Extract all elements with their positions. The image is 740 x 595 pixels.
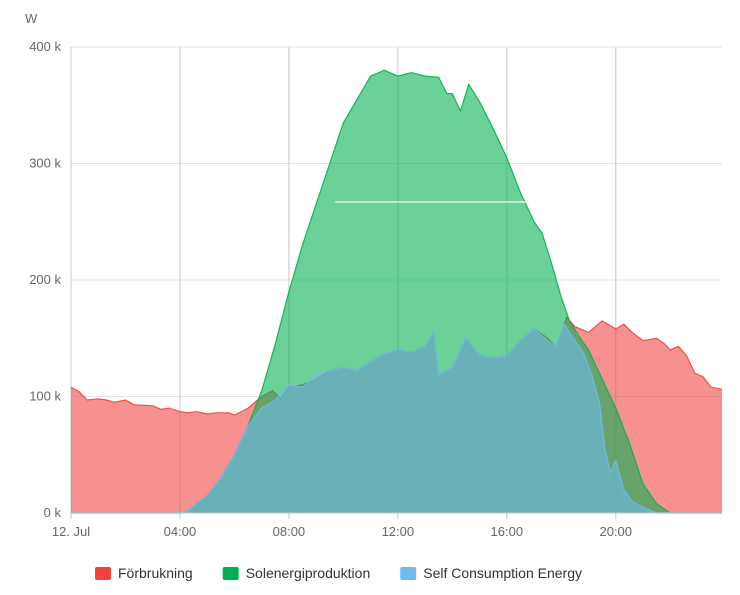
y-axis-label: W (25, 11, 38, 26)
legend: Förbrukning Solenergiproduktion Self Consu… (95, 565, 582, 581)
x-tick-label: 08:00 (273, 524, 306, 539)
y-tick-label: 400 k (29, 39, 61, 54)
x-tick-label: 16:00 (491, 524, 524, 539)
y-tick-label: 100 k (29, 389, 61, 404)
series-layer (70, 69, 723, 514)
x-tick-label: 12. Jul (52, 524, 90, 539)
series-line-2 (71, 322, 722, 514)
legend-swatch (95, 567, 111, 580)
legend-label: Solenergiproduktion (246, 565, 371, 581)
x-tick-label: 20:00 (599, 524, 632, 539)
legend-swatch (222, 567, 239, 580)
axis-layer: 0 k 100 k 200 k 300 k 400 k 12. Jul 04:00 08:00… (29, 39, 722, 539)
legend-label: Self Consumption Energy (423, 565, 582, 581)
legend-item-2[interactable]: Self Consumption Energy (400, 565, 582, 581)
series-area-2 (71, 324, 722, 513)
y-tick-label: 0 k (44, 505, 62, 520)
legend-item-1[interactable]: Solenergiproduktion (222, 565, 371, 581)
x-tick-label: 04:00 (164, 524, 197, 539)
legend-swatch (400, 567, 417, 580)
legend-item-0[interactable]: Förbrukning (95, 565, 193, 581)
y-tick-label: 200 k (29, 272, 61, 287)
y-tick-label: 300 k (29, 156, 61, 171)
series-line-1 (71, 69, 722, 514)
legend-label: Förbrukning (118, 565, 193, 581)
x-tick-label: 12:00 (382, 524, 415, 539)
